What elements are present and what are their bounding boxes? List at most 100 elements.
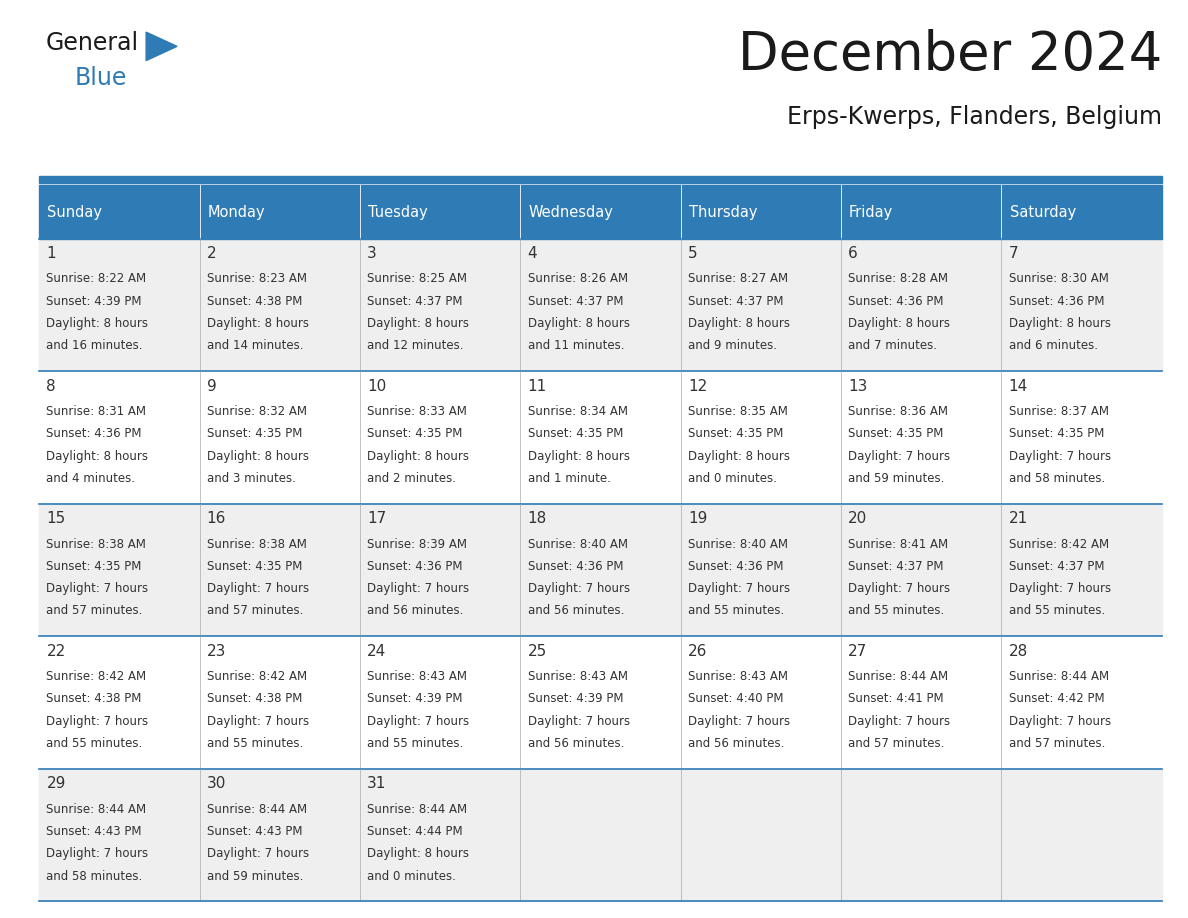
Text: and 3 minutes.: and 3 minutes. <box>207 472 296 485</box>
Text: Sunset: 4:35 PM: Sunset: 4:35 PM <box>207 427 302 441</box>
Text: and 59 minutes.: and 59 minutes. <box>848 472 944 485</box>
Text: Daylight: 8 hours: Daylight: 8 hours <box>527 450 630 463</box>
Text: Sunset: 4:35 PM: Sunset: 4:35 PM <box>207 560 302 573</box>
Text: 18: 18 <box>527 511 546 526</box>
Text: 30: 30 <box>207 777 226 791</box>
Text: 28: 28 <box>1009 644 1028 658</box>
Text: Daylight: 7 hours: Daylight: 7 hours <box>367 715 469 728</box>
Bar <box>39 239 1162 371</box>
Text: Sunset: 4:43 PM: Sunset: 4:43 PM <box>46 825 141 838</box>
Text: Sunset: 4:36 PM: Sunset: 4:36 PM <box>848 295 943 308</box>
Text: Blue: Blue <box>75 66 127 90</box>
Text: Sunrise: 8:43 AM: Sunrise: 8:43 AM <box>367 670 467 683</box>
Text: Friday: Friday <box>849 205 893 219</box>
Text: Daylight: 8 hours: Daylight: 8 hours <box>688 450 790 463</box>
Text: 10: 10 <box>367 378 386 394</box>
Text: Daylight: 7 hours: Daylight: 7 hours <box>688 715 790 728</box>
Text: and 57 minutes.: and 57 minutes. <box>1009 737 1105 750</box>
Text: Sunset: 4:35 PM: Sunset: 4:35 PM <box>367 427 462 441</box>
Text: Sunrise: 8:28 AM: Sunrise: 8:28 AM <box>848 273 948 285</box>
Text: Daylight: 7 hours: Daylight: 7 hours <box>1009 582 1111 595</box>
Text: Sunset: 4:37 PM: Sunset: 4:37 PM <box>527 295 623 308</box>
Text: Daylight: 8 hours: Daylight: 8 hours <box>688 317 790 330</box>
Text: Sunrise: 8:44 AM: Sunrise: 8:44 AM <box>1009 670 1108 683</box>
Text: and 4 minutes.: and 4 minutes. <box>46 472 135 485</box>
Text: Thursday: Thursday <box>689 205 757 219</box>
Text: Daylight: 7 hours: Daylight: 7 hours <box>207 582 309 595</box>
Text: 13: 13 <box>848 378 867 394</box>
Text: 23: 23 <box>207 644 226 658</box>
Text: Daylight: 7 hours: Daylight: 7 hours <box>46 715 148 728</box>
Text: and 56 minutes.: and 56 minutes. <box>688 737 784 750</box>
Text: Sunrise: 8:40 AM: Sunrise: 8:40 AM <box>527 538 627 551</box>
Text: 26: 26 <box>688 644 707 658</box>
Text: Sunrise: 8:34 AM: Sunrise: 8:34 AM <box>527 405 627 418</box>
Text: and 56 minutes.: and 56 minutes. <box>367 604 463 618</box>
Text: and 57 minutes.: and 57 minutes. <box>207 604 303 618</box>
Text: Sunset: 4:36 PM: Sunset: 4:36 PM <box>1009 295 1104 308</box>
Text: 20: 20 <box>848 511 867 526</box>
Text: Sunset: 4:39 PM: Sunset: 4:39 PM <box>367 692 462 705</box>
Text: Sunrise: 8:32 AM: Sunrise: 8:32 AM <box>207 405 307 418</box>
Text: and 55 minutes.: and 55 minutes. <box>367 737 463 750</box>
Text: 6: 6 <box>848 246 858 261</box>
Text: 2: 2 <box>207 246 216 261</box>
Text: and 16 minutes.: and 16 minutes. <box>46 340 143 353</box>
Text: Sunset: 4:43 PM: Sunset: 4:43 PM <box>207 825 302 838</box>
Text: Sunset: 4:37 PM: Sunset: 4:37 PM <box>848 560 943 573</box>
Text: 8: 8 <box>46 378 56 394</box>
Text: 12: 12 <box>688 378 707 394</box>
Text: and 59 minutes.: and 59 minutes. <box>207 869 303 882</box>
Text: and 58 minutes.: and 58 minutes. <box>46 869 143 882</box>
Text: Daylight: 7 hours: Daylight: 7 hours <box>527 715 630 728</box>
Bar <box>200 185 360 239</box>
Text: Sunset: 4:37 PM: Sunset: 4:37 PM <box>1009 560 1104 573</box>
Text: Sunset: 4:38 PM: Sunset: 4:38 PM <box>207 692 302 705</box>
Text: 7: 7 <box>1009 246 1018 261</box>
Text: 1: 1 <box>46 246 56 261</box>
Text: Sunset: 4:36 PM: Sunset: 4:36 PM <box>46 427 141 441</box>
Text: and 6 minutes.: and 6 minutes. <box>1009 340 1098 353</box>
Text: and 1 minute.: and 1 minute. <box>527 472 611 485</box>
Text: 15: 15 <box>46 511 65 526</box>
Text: Daylight: 8 hours: Daylight: 8 hours <box>207 450 309 463</box>
Text: 5: 5 <box>688 246 697 261</box>
Text: Daylight: 7 hours: Daylight: 7 hours <box>848 450 950 463</box>
Text: Sunrise: 8:30 AM: Sunrise: 8:30 AM <box>1009 273 1108 285</box>
Text: Sunrise: 8:42 AM: Sunrise: 8:42 AM <box>1009 538 1108 551</box>
Text: Sunrise: 8:38 AM: Sunrise: 8:38 AM <box>207 538 307 551</box>
Text: Sunset: 4:35 PM: Sunset: 4:35 PM <box>527 427 623 441</box>
Text: Sunrise: 8:43 AM: Sunrise: 8:43 AM <box>688 670 788 683</box>
Text: Sunrise: 8:22 AM: Sunrise: 8:22 AM <box>46 273 146 285</box>
Bar <box>681 185 841 239</box>
Text: and 7 minutes.: and 7 minutes. <box>848 340 937 353</box>
Text: and 57 minutes.: and 57 minutes. <box>46 604 143 618</box>
Text: 19: 19 <box>688 511 707 526</box>
Text: Sunset: 4:35 PM: Sunset: 4:35 PM <box>46 560 141 573</box>
Text: Sunrise: 8:44 AM: Sunrise: 8:44 AM <box>367 802 467 816</box>
Bar <box>360 185 520 239</box>
Text: Daylight: 7 hours: Daylight: 7 hours <box>46 847 148 860</box>
Text: Sunrise: 8:42 AM: Sunrise: 8:42 AM <box>46 670 146 683</box>
Text: Daylight: 7 hours: Daylight: 7 hours <box>1009 450 1111 463</box>
Text: Sunset: 4:36 PM: Sunset: 4:36 PM <box>367 560 462 573</box>
Bar <box>841 185 1001 239</box>
Text: Sunrise: 8:31 AM: Sunrise: 8:31 AM <box>46 405 146 418</box>
Text: Sunset: 4:35 PM: Sunset: 4:35 PM <box>1009 427 1104 441</box>
Text: and 55 minutes.: and 55 minutes. <box>848 604 944 618</box>
Text: Sunday: Sunday <box>48 205 102 219</box>
Text: 11: 11 <box>527 378 546 394</box>
Text: Sunrise: 8:38 AM: Sunrise: 8:38 AM <box>46 538 146 551</box>
Text: General: General <box>45 31 138 55</box>
Text: Daylight: 8 hours: Daylight: 8 hours <box>848 317 950 330</box>
Text: Sunrise: 8:23 AM: Sunrise: 8:23 AM <box>207 273 307 285</box>
Text: 4: 4 <box>527 246 537 261</box>
Text: Daylight: 7 hours: Daylight: 7 hours <box>1009 715 1111 728</box>
Bar <box>1001 185 1162 239</box>
Text: 21: 21 <box>1009 511 1028 526</box>
Text: and 58 minutes.: and 58 minutes. <box>1009 472 1105 485</box>
Text: Daylight: 7 hours: Daylight: 7 hours <box>367 582 469 595</box>
Text: Daylight: 7 hours: Daylight: 7 hours <box>527 582 630 595</box>
Polygon shape <box>146 32 177 61</box>
Text: and 14 minutes.: and 14 minutes. <box>207 340 303 353</box>
